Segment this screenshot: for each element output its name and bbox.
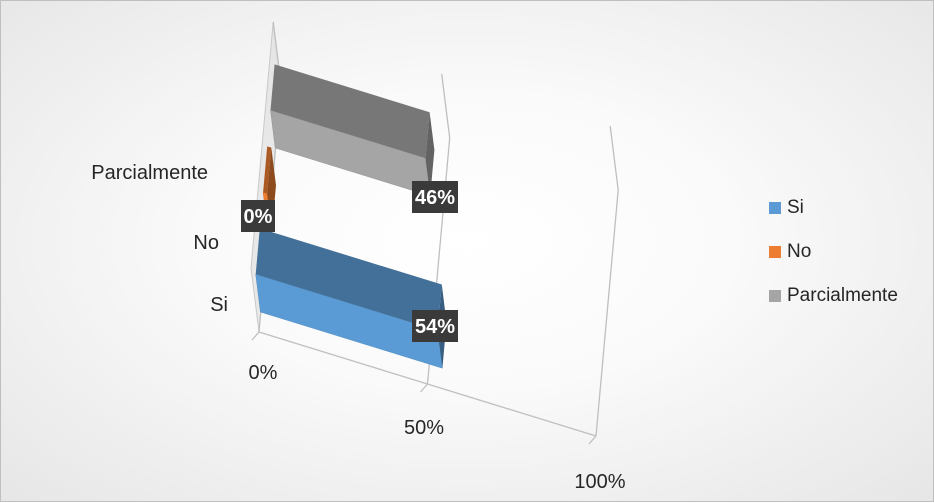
x-tick-label: 50% [404,417,444,439]
legend-swatch-parcialmente [769,290,781,302]
x-tick-label: 100% [574,471,625,493]
y-tick-label: Parcialmente [91,162,208,184]
x-tick-label: 0% [249,362,278,384]
x-axis-tick-mark [421,384,428,392]
gridline [596,126,618,436]
legend-label-si: Si [787,197,804,219]
x-axis-tick-mark [252,332,259,340]
y-tick-label: No [193,232,219,254]
legend-item-no: No [769,240,898,264]
legend-item-si: Si [769,196,898,220]
y-tick-label: Si [210,294,228,316]
data-label: 0% [244,206,273,228]
legend-item-parcialmente: Parcialmente [769,284,898,308]
legend-label-no: No [787,241,811,263]
legend-label-parcialmente: Parcialmente [787,285,898,307]
data-label: 46% [415,187,455,209]
legend-swatch-si [769,202,781,214]
legend-swatch-no [769,246,781,258]
data-label: 54% [415,316,455,338]
legend: Si No Parcialmente [769,196,898,328]
x-axis-tick-mark [589,436,596,444]
